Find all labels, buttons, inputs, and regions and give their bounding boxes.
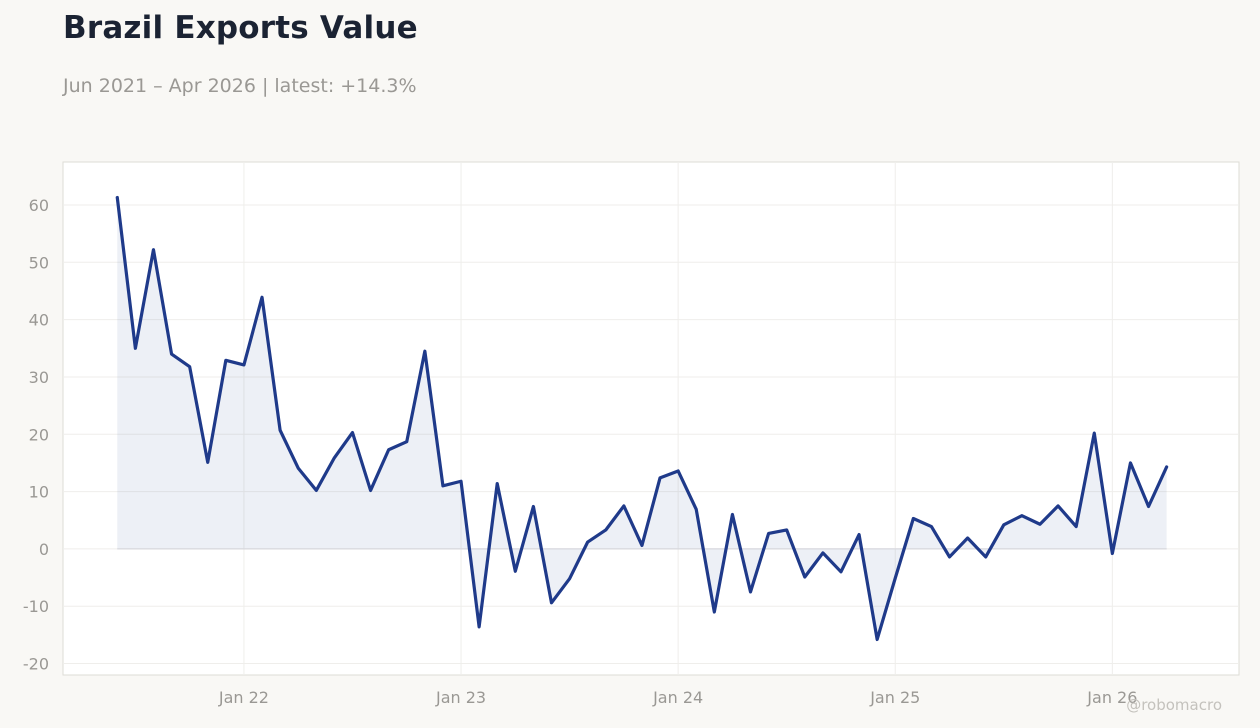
data-point (713, 610, 716, 613)
data-point (640, 544, 643, 547)
data-point (351, 431, 354, 434)
y-tick-label: 20 (29, 425, 49, 444)
chart-subtitle: Jun 2021 – Apr 2026 | latest: +14.3% (63, 75, 417, 97)
y-tick-label: 30 (29, 368, 49, 387)
data-point (224, 359, 227, 362)
data-point (622, 504, 625, 507)
data-point (604, 528, 607, 531)
data-point (1056, 504, 1059, 507)
data-point (242, 363, 245, 366)
x-tick-label: Jan 23 (435, 688, 486, 707)
data-point (532, 505, 535, 508)
data-point (912, 517, 915, 520)
data-point (785, 528, 788, 531)
data-point (948, 555, 951, 558)
data-point (1129, 461, 1132, 464)
data-point (496, 482, 499, 485)
data-point (297, 466, 300, 469)
data-point (677, 469, 680, 472)
data-point (315, 489, 318, 492)
y-tick-label: 40 (29, 311, 49, 330)
x-tick-label: Jan 22 (218, 688, 269, 707)
data-point (333, 456, 336, 459)
data-point (568, 577, 571, 580)
data-point (1147, 505, 1150, 508)
data-point (1075, 525, 1078, 528)
data-point (152, 248, 155, 251)
y-tick-label: 10 (29, 483, 49, 502)
x-tick-label: Jan 24 (652, 688, 703, 707)
data-point (1020, 514, 1023, 517)
y-tick-label: 0 (39, 540, 49, 559)
data-point (441, 484, 444, 487)
data-point (423, 350, 426, 353)
data-point (876, 638, 879, 641)
chart-title: Brazil Exports Value (63, 10, 418, 46)
data-point (369, 489, 372, 492)
data-point (116, 196, 119, 199)
data-point (695, 508, 698, 511)
data-point (586, 540, 589, 543)
data-point (966, 536, 969, 539)
data-point (514, 570, 517, 573)
x-axis-ticks: Jan 22 Jan 23 Jan 24 Jan 25 Jan 26 (218, 688, 1138, 707)
data-point (1038, 523, 1041, 526)
line-layer (115, 195, 1169, 642)
data-point (749, 590, 752, 593)
data-point (1093, 432, 1096, 435)
series-line (115, 195, 1169, 642)
data-point (478, 625, 481, 628)
data-point (767, 532, 770, 535)
y-tick-label: 60 (29, 196, 49, 215)
data-point (387, 448, 390, 451)
x-tick-label: Jan 25 (869, 688, 920, 707)
data-point (279, 429, 282, 432)
data-point (405, 440, 408, 443)
y-axis-ticks: -20 -10 0 10 20 30 40 50 60 (23, 196, 49, 674)
data-point (134, 347, 137, 350)
data-point (188, 365, 191, 368)
data-point (1002, 523, 1005, 526)
y-tick-label: -10 (23, 597, 49, 616)
data-point (206, 461, 209, 464)
y-tick-label: -20 (23, 655, 49, 674)
plot-area (62, 161, 1240, 676)
data-point (731, 513, 734, 516)
data-point (821, 551, 824, 554)
watermark: @robomacro (1126, 696, 1222, 714)
data-point (803, 575, 806, 578)
y-tick-label: 50 (29, 253, 49, 272)
data-point (839, 570, 842, 573)
data-point (1111, 552, 1114, 555)
x-tick-label: Jan 26 (1086, 688, 1137, 707)
data-point (260, 296, 263, 299)
data-point (894, 577, 897, 580)
data-point (984, 555, 987, 558)
data-point (857, 533, 860, 536)
data-point (170, 352, 173, 355)
data-point (658, 476, 661, 479)
series-area (117, 197, 1167, 640)
data-point (930, 525, 933, 528)
data-point (1165, 465, 1168, 468)
data-point (550, 601, 553, 604)
data-point (459, 480, 462, 483)
